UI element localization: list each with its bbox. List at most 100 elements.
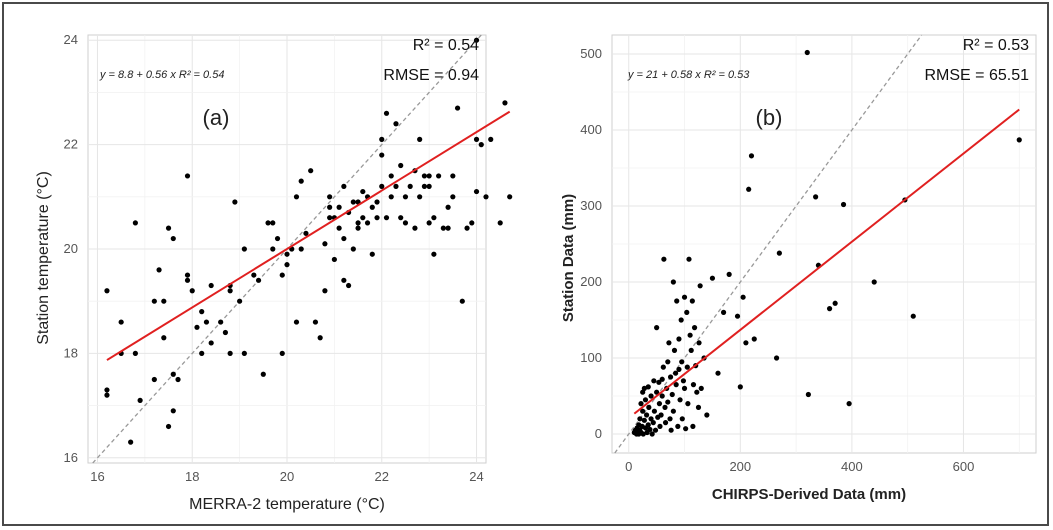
panel-b-data-point	[673, 382, 679, 388]
panel-a-equation: y = 8.8 + 0.56 x R² = 0.54	[99, 69, 224, 81]
panel-a-data-point	[227, 350, 233, 356]
panel-a-data-point	[104, 288, 110, 294]
panel-b-data-point	[654, 389, 660, 395]
panel-b-data-point	[670, 408, 676, 414]
panel-b-data-point	[746, 186, 752, 192]
panel-b-data-point	[734, 313, 741, 319]
panel-a-data-point	[241, 350, 247, 356]
panel-b-equation: y = 21 + 0.58 x R² = 0.53	[627, 69, 750, 81]
panel-a-data-point	[478, 142, 484, 148]
panel-b-y-tick-label: 300	[580, 198, 602, 213]
panel-b-data-point	[641, 417, 647, 423]
panel-b-data-point	[698, 385, 704, 391]
panel-b-data-point	[645, 384, 651, 390]
panel-a-data-point	[383, 215, 390, 221]
panel-b-fit-line	[633, 108, 1020, 415]
panel-b-r2: R² = 0.53	[963, 37, 1029, 54]
panel-a-y-tick-label: 24	[64, 32, 78, 47]
panel-a-data-point	[341, 235, 347, 242]
panel-a-data-point	[279, 350, 285, 356]
panel-a-data-point	[459, 298, 465, 304]
panel-a-data-point	[345, 282, 352, 289]
panel-b-data-point	[691, 325, 698, 331]
panel-b-data-point	[671, 347, 678, 353]
panel-b-data-point	[681, 385, 688, 391]
panel-b-data-point	[645, 422, 651, 428]
panel-a-data-point	[407, 183, 413, 189]
panel-b-data-point	[1016, 137, 1022, 143]
panel-b-data-point	[683, 426, 689, 432]
panel-b-y-tick-label: 400	[580, 122, 602, 137]
panel-a-fit-line	[106, 110, 511, 361]
panel-a-x-tick-label: 16	[90, 469, 104, 484]
panel-a-x-tick-label: 22	[375, 469, 389, 484]
panel-a-data-point	[170, 408, 176, 414]
panel-b-data-point	[660, 364, 666, 370]
panel-a-y-tick-label: 18	[64, 345, 78, 360]
panel-b-data-point	[680, 378, 687, 384]
panel-b-data-point	[646, 404, 652, 410]
panel-a-data-point	[227, 288, 233, 294]
panel-a-data-point	[265, 220, 271, 226]
panel-b-data-point	[695, 404, 702, 410]
panel-a-data-point	[379, 183, 385, 189]
panel-a-data-point	[473, 37, 480, 43]
panel-a-data-point	[274, 235, 281, 242]
panel-a-data-point	[502, 100, 508, 106]
panel-a-data-point	[327, 204, 333, 210]
panel-a-data-point	[208, 282, 214, 289]
panel-b-data-point	[677, 397, 683, 403]
panel-a-data-point	[350, 246, 356, 252]
panel-a-data-point	[327, 194, 333, 200]
panel-a-r2: R² = 0.54	[413, 37, 479, 54]
panel-b-data-point	[662, 420, 669, 426]
panel-b-label: (b)	[756, 105, 783, 130]
panel-a-data-point	[170, 235, 176, 242]
panel-a-data-point	[208, 340, 214, 346]
panel-a-data-point	[327, 215, 333, 221]
panel-b-data-point	[652, 427, 659, 433]
panel-b-x-tick-label: 200	[729, 459, 751, 474]
panel-b-data-point	[679, 359, 685, 365]
panel-b-data-point	[740, 294, 746, 300]
panel-b-data-point	[642, 397, 649, 403]
panel-a-xlabel: MERRA-2 temperature (°C)	[189, 496, 385, 513]
panel-a-data-point	[184, 173, 191, 179]
panel-b-data-point	[676, 336, 682, 342]
panel-b-data-point	[666, 340, 672, 346]
panel-a-data-point	[237, 298, 243, 304]
panel-a-data-point	[270, 246, 276, 252]
panel-a-data-point	[161, 335, 167, 341]
panel-a-data-point	[341, 277, 347, 283]
panel-a-data-point	[317, 335, 323, 341]
panel-a-data-point	[232, 199, 238, 205]
panel-b-data-point	[690, 382, 697, 388]
panel-a-data-point	[222, 329, 229, 336]
panel-a-data-point	[421, 183, 428, 189]
panel-b-data-point	[697, 283, 703, 289]
panel-b-data-point	[675, 423, 681, 429]
panel-a-data-point	[199, 350, 205, 356]
panel-b-rmse: RMSE = 65.51	[925, 67, 1030, 84]
panel-b-data-point	[681, 294, 688, 300]
panel-b-ylabel: Station Data (mm)	[560, 194, 577, 322]
panel-a-rmse: RMSE = 0.94	[383, 67, 479, 84]
panel-b-data-point	[694, 389, 700, 395]
panel-b-y-tick-label: 100	[580, 350, 602, 365]
panel-a-data-point	[151, 298, 157, 304]
panel-a-data-point	[260, 371, 266, 377]
panel-a-data-point	[383, 110, 390, 116]
panel-a-data-point	[132, 350, 138, 356]
panel-a-data-point	[184, 277, 191, 283]
panel-a-data-point	[417, 194, 423, 200]
panel-a-data-point	[483, 194, 489, 200]
panel-a-data-point	[322, 241, 328, 247]
panel-b-data-point	[654, 325, 660, 331]
panel-a-data-point	[350, 199, 356, 205]
panel-a-data-point	[194, 324, 200, 330]
panel-b-data-point	[643, 412, 650, 418]
panel-a-data-point	[360, 188, 366, 195]
panel-b-data-point	[667, 374, 674, 380]
panel-a-data-point	[132, 220, 138, 226]
panel-a-data-point	[355, 225, 361, 231]
